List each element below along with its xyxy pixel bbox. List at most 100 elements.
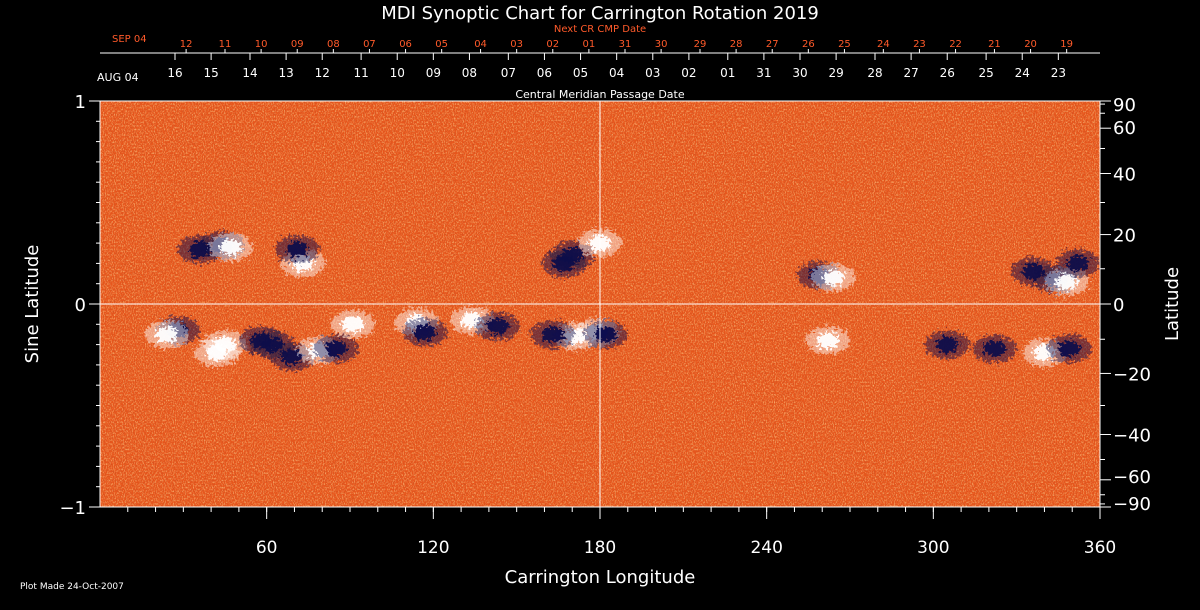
- active-region-core: [1055, 273, 1078, 290]
- cmp-tick-label: 01: [720, 66, 735, 80]
- y-right-tick-label: −90: [1113, 494, 1151, 515]
- y-left-tick-label: 0: [75, 295, 86, 316]
- next-cmp-tick-label: 22: [949, 39, 962, 50]
- y-left-tick-label: −1: [59, 498, 86, 519]
- next-cmp-tick-label: 26: [802, 39, 815, 50]
- cmp-tick-label: 16: [167, 66, 182, 80]
- next-cmp-tick-label: 29: [694, 39, 707, 50]
- next-cmp-date-axis: Next CR CMP Date SEP 04 12 11 10 09 08 07 06 05…: [100, 24, 1100, 54]
- cmp-tick-label: 31: [756, 66, 771, 80]
- next-cmp-tick-label: 12: [180, 39, 193, 50]
- next-cmp-tick-label: 09: [291, 39, 304, 50]
- next-cmp-tick-label: 08: [327, 39, 340, 50]
- cmp-tick-label: 26: [940, 66, 955, 80]
- active-region-core: [414, 324, 436, 341]
- y-axis-label-right: Latitude: [1162, 267, 1183, 341]
- y-right-tick-label: −60: [1113, 467, 1151, 488]
- cmp-tick-label: 05: [573, 66, 588, 80]
- cmp-tick-label: 12: [315, 66, 330, 80]
- cmp-tick-label: 13: [278, 66, 293, 80]
- x-axis: 60 120 180 240 300 360: [127, 507, 1116, 558]
- cmp-tick-label: 15: [203, 66, 218, 80]
- active-region-core: [1066, 255, 1089, 272]
- next-cmp-tick-label: 04: [474, 39, 487, 50]
- x-tick-label: 120: [417, 538, 449, 558]
- cmp-tick-label: 06: [537, 66, 552, 80]
- plot-made-date: Plot Made 24-Oct-2007: [20, 582, 124, 592]
- active-region-core: [341, 316, 364, 333]
- active-region-core: [1058, 340, 1081, 357]
- cmp-tick-label: 04: [609, 66, 624, 80]
- y-axis-left: 1 0 −1: [59, 92, 100, 519]
- active-region-core: [250, 332, 273, 349]
- active-region-core: [280, 348, 303, 365]
- cmp-tick-label: 28: [867, 66, 882, 80]
- active-region-core: [552, 255, 575, 272]
- next-cmp-start-label: SEP 04: [112, 34, 147, 45]
- x-tick-label: 300: [917, 538, 949, 558]
- next-cmp-tick-label: 24: [877, 39, 890, 50]
- cmp-date-axis: AUG 04 Central Meridian Passage Date 16 1…: [97, 53, 1066, 101]
- next-cmp-tick-label: 28: [730, 39, 743, 50]
- next-cmp-axis-title: Next CR CMP Date: [554, 24, 646, 35]
- y-right-tick-label: 60: [1113, 118, 1136, 139]
- cmp-tick-label: 30: [792, 66, 807, 80]
- active-region-core: [983, 340, 1006, 357]
- cmp-axis-title: Central Meridian Passage Date: [515, 88, 684, 101]
- next-cmp-tick-label: 27: [766, 39, 779, 50]
- active-region-core: [594, 326, 617, 343]
- cmp-tick-label: 23: [1051, 66, 1066, 80]
- cmp-tick-label: 02: [681, 66, 696, 80]
- x-axis-label: Carrington Longitude: [505, 567, 696, 588]
- y-right-tick-label: −40: [1113, 425, 1151, 446]
- cmp-tick-label: 11: [353, 66, 368, 80]
- next-cmp-tick-label: 10: [255, 39, 268, 50]
- x-tick-label: 240: [750, 538, 782, 558]
- next-cmp-tick-label: 31: [619, 39, 632, 50]
- cmp-tick-label: 14: [242, 66, 257, 80]
- next-cmp-tick-label: 02: [546, 39, 559, 50]
- chart-title: MDI Synoptic Chart for Carrington Rotati…: [381, 3, 819, 24]
- y-right-tick-label: 20: [1113, 226, 1136, 247]
- active-region-core: [325, 340, 348, 357]
- active-region-core: [816, 332, 839, 349]
- cmp-tick-label: 08: [462, 66, 477, 80]
- cmp-tick-label: 03: [645, 66, 660, 80]
- y-right-tick-label: 40: [1113, 165, 1136, 186]
- next-cmp-tick-label: 25: [838, 39, 851, 50]
- y-right-tick-label: 90: [1113, 95, 1136, 116]
- next-cmp-tick-label: 01: [583, 39, 596, 50]
- active-region-core: [155, 326, 178, 343]
- active-region-core: [189, 241, 211, 258]
- active-region-core: [486, 318, 509, 335]
- x-tick-label: 180: [584, 538, 616, 558]
- cmp-tick-label: 25: [978, 66, 993, 80]
- next-cmp-tick-label: 06: [399, 39, 412, 50]
- active-region-core: [219, 239, 242, 256]
- x-tick-label: 360: [1084, 538, 1116, 558]
- cmp-tick-label: 29: [828, 66, 843, 80]
- cmp-tick-label: 10: [390, 66, 405, 80]
- active-region-core: [936, 336, 959, 353]
- next-cmp-tick-label: 11: [219, 39, 232, 50]
- next-cmp-tick-label: 30: [655, 39, 668, 50]
- y-axis-label-left: Sine Latitude: [22, 245, 43, 364]
- next-cmp-tick-label: 23: [913, 39, 926, 50]
- cmp-tick-label: 27: [903, 66, 918, 80]
- active-regions: [144, 229, 1100, 371]
- y-left-tick-label: 1: [75, 92, 86, 113]
- cmp-tick-label: 24: [1015, 66, 1030, 80]
- next-cmp-tick-label: 05: [435, 39, 448, 50]
- x-tick-label: 60: [256, 538, 278, 558]
- next-cmp-tick-label: 07: [363, 39, 376, 50]
- cmp-start-label: AUG 04: [97, 71, 139, 84]
- plot-area: [100, 101, 1100, 507]
- active-region-core: [541, 326, 564, 343]
- next-cmp-tick-label: 21: [988, 39, 1001, 50]
- cmp-tick-label: 09: [426, 66, 441, 80]
- active-region-core: [205, 344, 228, 361]
- cmp-tick-label: 07: [501, 66, 516, 80]
- active-region-core: [822, 269, 845, 286]
